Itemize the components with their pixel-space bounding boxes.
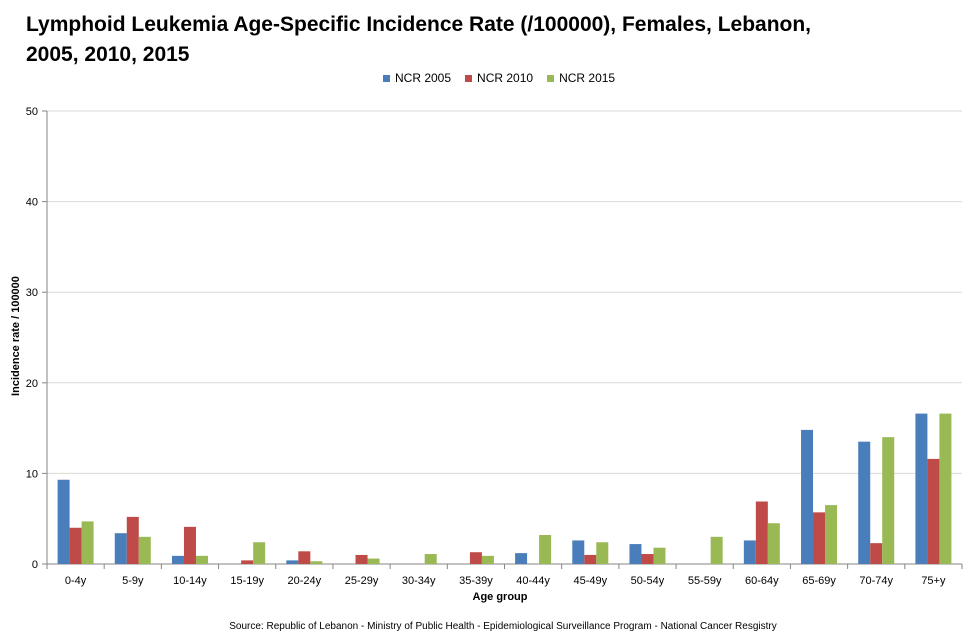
bar — [114, 533, 127, 564]
x-tick-label: 0-4y — [65, 575, 87, 587]
bar — [367, 558, 380, 564]
bar — [424, 554, 437, 564]
bar — [81, 521, 94, 564]
tick-labels: 0 10 20 30 40 50 0-4y 5-9y 10-14y 15-19y 20-24y 25-… — [26, 106, 946, 587]
legend-label-2010: NCR 2010 — [477, 71, 534, 85]
bar — [253, 542, 266, 564]
bar — [743, 540, 756, 564]
legend-swatch-2015 — [547, 74, 555, 82]
bar — [69, 527, 82, 564]
x-tick-label: 10-14y — [173, 575, 207, 587]
legend-item-2010: NCR 2010 — [465, 71, 533, 85]
y-tick-label: 30 — [26, 287, 38, 299]
bar — [310, 561, 323, 564]
bar — [572, 540, 585, 564]
bar — [584, 554, 597, 564]
bar — [653, 547, 666, 564]
bar — [286, 560, 299, 564]
bar — [767, 523, 780, 564]
chart-title: Lymphoid Leukemia Age-Specific Incidence… — [26, 13, 812, 66]
bar — [825, 505, 838, 564]
x-tick-label: 15-19y — [230, 575, 264, 587]
legend-swatch-2005 — [383, 74, 390, 82]
bar — [195, 555, 208, 564]
bar — [241, 560, 254, 564]
x-tick-label: 50-54y — [631, 575, 665, 587]
source-note: Source: Republic of Lebanon - Ministry o… — [229, 621, 777, 632]
bar — [858, 441, 871, 564]
legend-item-2015: NCR 2015 — [547, 71, 615, 85]
x-tick-label: 70-74y — [859, 575, 893, 587]
bar — [481, 555, 494, 564]
bar — [915, 413, 928, 564]
y-tick-label: 10 — [26, 468, 38, 480]
bar — [515, 553, 528, 564]
x-tick-label: 20-24y — [288, 575, 322, 587]
x-tick-label: 65-69y — [802, 575, 836, 587]
bar — [813, 512, 826, 564]
x-tick-label: 25-29y — [345, 575, 379, 587]
bar — [138, 536, 151, 564]
bar — [57, 479, 70, 564]
x-tick-label: 40-44y — [516, 575, 550, 587]
bar — [801, 429, 814, 564]
bar — [171, 555, 184, 564]
bar — [539, 535, 552, 564]
legend-swatch-2010 — [465, 74, 473, 82]
x-tick-label: 45-49y — [573, 575, 607, 587]
bar — [298, 551, 311, 564]
legend-label-2015: NCR 2015 — [559, 71, 616, 85]
bar — [641, 554, 654, 564]
bar — [355, 554, 368, 564]
y-tick-label: 40 — [26, 197, 38, 209]
gridlines — [47, 110, 962, 474]
bar — [755, 501, 768, 564]
x-tick-label: 30-34y — [402, 575, 436, 587]
legend-item-2005: NCR 2005 — [383, 71, 451, 85]
chart-legend: NCR 2005 NCR 2010 NCR 2015 — [383, 71, 629, 85]
x-axis-label: Age group — [472, 591, 528, 603]
legend-label-2005: NCR 2005 — [395, 71, 452, 85]
axes — [42, 110, 963, 569]
bar — [882, 437, 895, 564]
x-tick-label: 75+y — [921, 575, 946, 587]
x-tick-label: 5-9y — [122, 575, 144, 587]
bar — [870, 543, 883, 564]
x-tick-label: 55-59y — [688, 575, 722, 587]
bar — [469, 552, 482, 564]
y-axis-label: Incidence rate / 100000 — [10, 276, 22, 396]
bar — [939, 413, 952, 564]
x-tick-label: 60-64y — [745, 575, 779, 587]
bars — [57, 413, 952, 564]
y-tick-label: 0 — [32, 559, 38, 571]
bar — [183, 526, 196, 564]
y-tick-label: 50 — [26, 106, 38, 118]
y-tick-label: 20 — [26, 378, 38, 390]
bar — [927, 458, 940, 564]
bar — [126, 516, 139, 564]
bar — [710, 536, 723, 564]
bar — [629, 544, 642, 564]
x-tick-label: 35-39y — [459, 575, 493, 587]
bar — [596, 542, 609, 564]
